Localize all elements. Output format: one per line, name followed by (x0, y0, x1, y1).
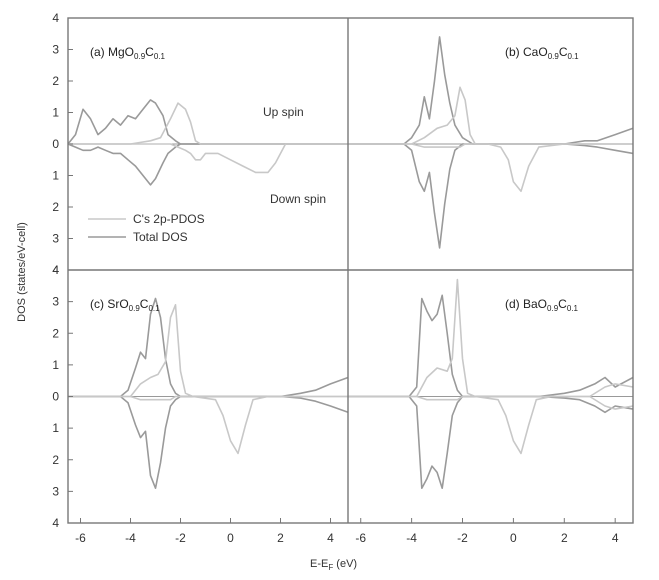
y-tick-label-0-7: 3 (52, 232, 59, 246)
panel-label-part-1-2: C (559, 45, 568, 59)
x-tick-label-2-2: -2 (175, 531, 186, 545)
panel-label-part-2-2: C (140, 297, 149, 311)
pdos-down-line-0 (68, 143, 348, 174)
legend: C's 2p-PDOS Total DOS (88, 212, 205, 244)
x-tick-label-2-3: 0 (227, 531, 234, 545)
total-down-line-2 (68, 395, 349, 490)
y-tick-label-0-1: 3 (52, 43, 59, 57)
panel-1 (348, 36, 634, 249)
y-tick-label-2-3: 1 (52, 358, 59, 372)
y-tick-label-0-2: 2 (52, 74, 59, 88)
x-tick-label-2-4: 2 (277, 531, 284, 545)
y-tick-label-0-8: 4 (52, 263, 59, 277)
x-axis-label: E-EF (eV) (310, 558, 357, 572)
panel-label-part-1-0: (b) CaO (505, 45, 548, 59)
y-tick-label-2-5: 1 (52, 421, 59, 435)
plot-layer (67, 36, 634, 490)
y-tick-label-0-6: 2 (52, 200, 59, 214)
total-up-line-3 (348, 294, 634, 398)
x-tick-label-3-0: -6 (355, 531, 366, 545)
panel-label-1: (b) CaO0.9C0.1 (505, 45, 579, 61)
up-spin-label: Up spin (263, 105, 304, 119)
panel-label-part-3-0: (d) BaO (505, 297, 547, 311)
down-spin-label: Down spin (270, 192, 326, 206)
x-tick-label-3-4: 2 (561, 531, 568, 545)
y-tick-label-0-5: 1 (52, 169, 59, 183)
y-tick-label-0-4: 0 (52, 137, 59, 151)
legend-total-label: Total DOS (133, 230, 188, 244)
y-tick-label-2-7: 3 (52, 484, 59, 498)
panel-label-part-1-3: 0.1 (567, 52, 579, 61)
panel-label-part-3-3: 0.1 (567, 304, 579, 313)
total-up-line-0 (67, 99, 348, 145)
panel-0 (67, 99, 348, 186)
panel-label-0: (a) MgO0.9C0.1 (90, 45, 165, 61)
y-axis-label: DOS (states/eV-cell) (16, 222, 28, 322)
y-tick-label-2-6: 2 (52, 453, 59, 467)
panel-label-part-3-2: C (558, 297, 567, 311)
y-tick-label-0-0: 4 (52, 11, 59, 25)
panel-label-part-2-1: 0.9 (129, 304, 141, 313)
pdos-up-line-1 (348, 86, 633, 145)
panel-3 (348, 278, 634, 490)
panel-label-part-0-3: 0.1 (154, 52, 166, 61)
panel-label-part-0-2: C (145, 45, 154, 59)
x-tick-label-2-1: -4 (125, 531, 136, 545)
x-tick-label-3-5: 4 (612, 531, 619, 545)
panel-label-part-1-1: 0.9 (548, 52, 560, 61)
label-layer: (a) MgO0.9C0.1 (b) CaO0.9C0.1(c) SrO0.9C0… (90, 45, 579, 313)
pdos-up-line-0 (68, 102, 348, 145)
x-tick-label-3-2: -2 (457, 531, 468, 545)
total-up-line-1 (348, 36, 634, 145)
total-down-line-0 (67, 143, 348, 186)
x-axis-label-sub: F (328, 563, 333, 572)
total-down-line-1 (348, 143, 634, 249)
legend-pdos-label: C's 2p-PDOS (133, 212, 205, 226)
total-up-line-2 (68, 297, 349, 398)
pdos-down-line-1 (348, 143, 633, 193)
pdos-down-line-2 (68, 395, 348, 455)
x-tick-label-3-1: -4 (406, 531, 417, 545)
panel-label-part-3-1: 0.9 (547, 304, 559, 313)
x-axis-label-unit: (eV) (333, 558, 357, 570)
y-tick-label-0-3: 1 (52, 106, 59, 120)
x-tick-label-2-0: -6 (75, 531, 86, 545)
pdos-up-line-3 (348, 278, 634, 398)
pdos-up-line-2 (68, 303, 348, 398)
panel-2 (68, 297, 349, 490)
panel-label-part-2-3: 0.1 (148, 304, 160, 313)
panel-label-part-2-0: (c) SrO (90, 297, 129, 311)
y-tick-label-2-1: 3 (52, 295, 59, 309)
panel-label-part-0-0: (a) MgO (90, 45, 134, 59)
y-tick-label-2-2: 2 (52, 326, 59, 340)
y-tick-label-2-0: 4 (52, 263, 59, 277)
panel-label-2: (c) SrO0.9C0.1 (90, 297, 160, 313)
panel-label-3: (d) BaO0.9C0.1 (505, 297, 578, 313)
x-tick-label-3-3: 0 (510, 531, 517, 545)
x-tick-label-2-5: 4 (327, 531, 334, 545)
y-tick-label-2-8: 4 (52, 516, 59, 530)
y-tick-label-2-4: 0 (52, 390, 59, 404)
panel-label-part-0-1: 0.9 (134, 52, 146, 61)
x-axis-label-main: E-E (310, 558, 328, 570)
total-down-line-3 (348, 395, 634, 490)
pdos-down-line-3 (348, 395, 634, 455)
